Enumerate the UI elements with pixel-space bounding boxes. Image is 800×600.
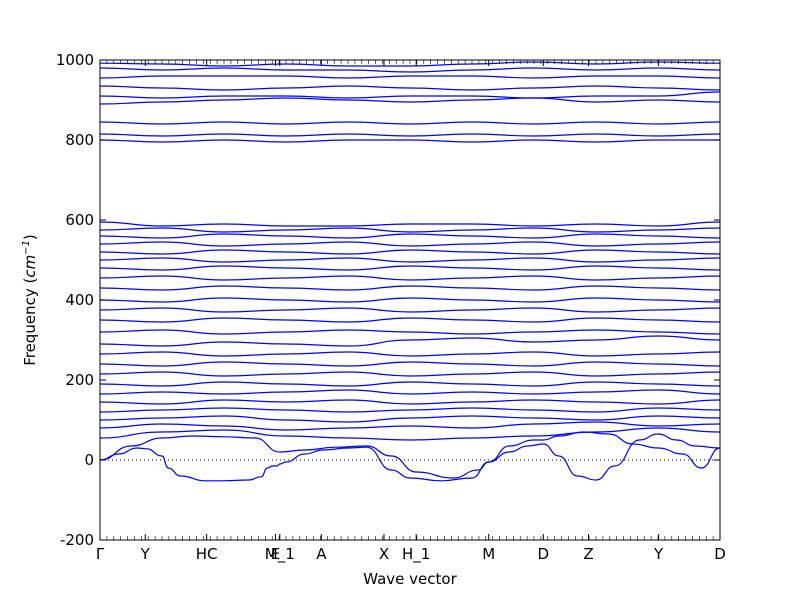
x-tick-label: Y [653,545,664,563]
band-line-34 [99,67,721,73]
band-line-21 [99,257,721,263]
x-axis-label: Wave vector [363,570,457,588]
y-axis-label-unit: cm [21,255,39,278]
band-line-33 [99,75,721,79]
x-tick-label: A [316,545,327,563]
band-line-18 [99,285,721,291]
y-axis-label: Frequency (cm−1) [21,234,39,366]
y-tick-label: 200 [65,371,94,389]
band-line-32 [99,85,721,91]
band-line-26 [99,221,721,227]
band-line-31 [99,91,721,99]
band-line-25 [99,227,721,233]
band-line-28 [99,133,721,137]
band-line-3 [99,427,721,441]
x-tick-label: Y [140,545,151,563]
band-line-17 [99,297,721,303]
band-line-22 [99,249,721,255]
y-axis-label-prefix: Frequency ( [21,278,39,366]
band-line-16 [99,307,721,313]
x-tick-label: Z [583,545,593,563]
band-line-15 [99,317,721,323]
y-axis-label-suffix: ) [21,234,39,240]
x-tick-label: M [482,545,495,563]
x-tick-label: E [271,545,280,563]
band-line-12 [99,351,721,357]
y-tick-label: 1000 [56,51,94,69]
x-tick-label: HC [196,545,218,563]
band-line-20 [99,265,721,271]
band-line-1 [99,433,721,482]
band-line-14 [99,329,721,335]
x-tick-label: D [714,545,726,563]
band-line-6 [99,407,721,413]
band-line-5 [99,415,721,423]
band-line-4 [99,421,721,431]
band-line-13 [99,335,721,347]
y-tick-label: 400 [65,291,94,309]
band-line-11 [99,361,721,367]
band-line-9 [99,381,721,387]
band-line-2 [99,431,721,479]
band-line-30 [99,97,721,105]
y-axis-ticks: -200 0 200 400 600 800 1000 [56,51,720,549]
band-line-27 [99,139,720,143]
x-tick-label: X [379,545,389,563]
y-axis-label-exponent: −1 [21,240,32,255]
y-tick-label: 600 [65,211,94,229]
band-line-24 [99,233,721,239]
band-line-7 [99,399,721,405]
x-tick-label: D [538,545,550,563]
y-tick-label: -200 [60,531,94,549]
band-line-8 [99,389,721,395]
x-axis-ticks: Γ Y HC EM_1 A X H_1 M D Z Y D [96,60,726,564]
x-tick-label: H_1 [402,545,430,564]
y-tick-label: 800 [65,131,94,149]
band-line-19 [99,275,721,281]
x-tick-label: Γ [96,545,105,563]
y-tick-label: 0 [84,451,94,469]
band-line-23 [99,241,721,247]
x-tick-label: M_1 [265,545,295,564]
band-line-29 [99,121,721,125]
band-line-10 [99,371,721,377]
